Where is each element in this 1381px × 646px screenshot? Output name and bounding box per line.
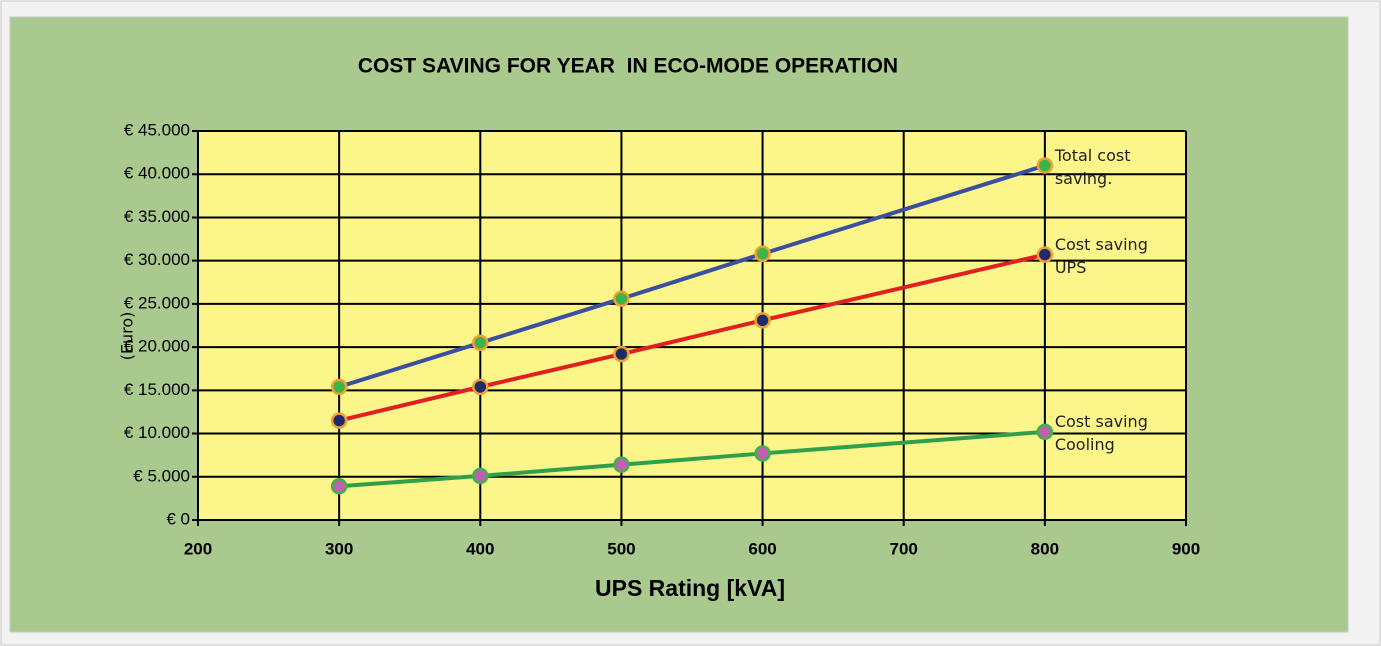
data-point bbox=[472, 467, 489, 485]
series-label: Cost saving Cooling bbox=[1054, 411, 1148, 454]
x-tick-label: 500 bbox=[607, 539, 635, 558]
data-point bbox=[613, 290, 630, 307]
x-axis-label: UPS Rating [kVA] bbox=[595, 575, 785, 601]
y-tick-label: € 5.000 bbox=[133, 466, 190, 485]
data-point bbox=[754, 312, 771, 329]
data-point bbox=[1036, 423, 1054, 441]
y-tick-label: € 25.000 bbox=[124, 293, 190, 312]
x-tick-label: 900 bbox=[1172, 539, 1200, 558]
y-tick-label: € 30.000 bbox=[124, 250, 190, 269]
y-tick-label: € 35.000 bbox=[124, 207, 190, 226]
data-point bbox=[330, 378, 348, 396]
x-tick-label: 600 bbox=[748, 539, 776, 558]
x-tick-label: 800 bbox=[1031, 539, 1059, 558]
data-point bbox=[330, 478, 348, 495]
y-tick-label: € 15.000 bbox=[124, 380, 190, 399]
y-axis-label: (Euro) bbox=[118, 312, 137, 361]
data-point bbox=[1036, 157, 1054, 174]
x-tick-label: 200 bbox=[184, 539, 212, 558]
data-point bbox=[330, 412, 348, 429]
series-label-box: Total cost saving. bbox=[1054, 145, 1131, 188]
series-label: Cost saving UPS bbox=[1054, 234, 1148, 277]
series-label: Total cost saving. bbox=[1054, 145, 1131, 188]
y-tick-label: € 10.000 bbox=[124, 423, 190, 442]
x-tick-label: 700 bbox=[890, 539, 918, 558]
y-tick-label: € 20.000 bbox=[124, 337, 190, 356]
data-point bbox=[754, 245, 771, 263]
y-tick-label: € 0 bbox=[166, 509, 190, 528]
series-label-box: Cost saving Cooling bbox=[1054, 411, 1148, 454]
data-point bbox=[613, 345, 630, 363]
y-tick-label: € 45.000 bbox=[124, 120, 190, 139]
x-tick-label: 300 bbox=[325, 539, 353, 558]
data-point bbox=[1036, 246, 1054, 263]
x-tick-label: 400 bbox=[466, 539, 494, 558]
plot-area bbox=[198, 131, 1186, 520]
chart-title: COST SAVING FOR YEAR IN ECO-MODE OPERATI… bbox=[358, 55, 898, 78]
data-point bbox=[613, 456, 630, 473]
series-label-box: Cost saving UPS bbox=[1054, 234, 1148, 277]
data-point bbox=[472, 334, 489, 352]
data-point bbox=[472, 378, 489, 396]
y-tick-label: € 40.000 bbox=[124, 164, 190, 183]
data-point bbox=[754, 445, 771, 462]
